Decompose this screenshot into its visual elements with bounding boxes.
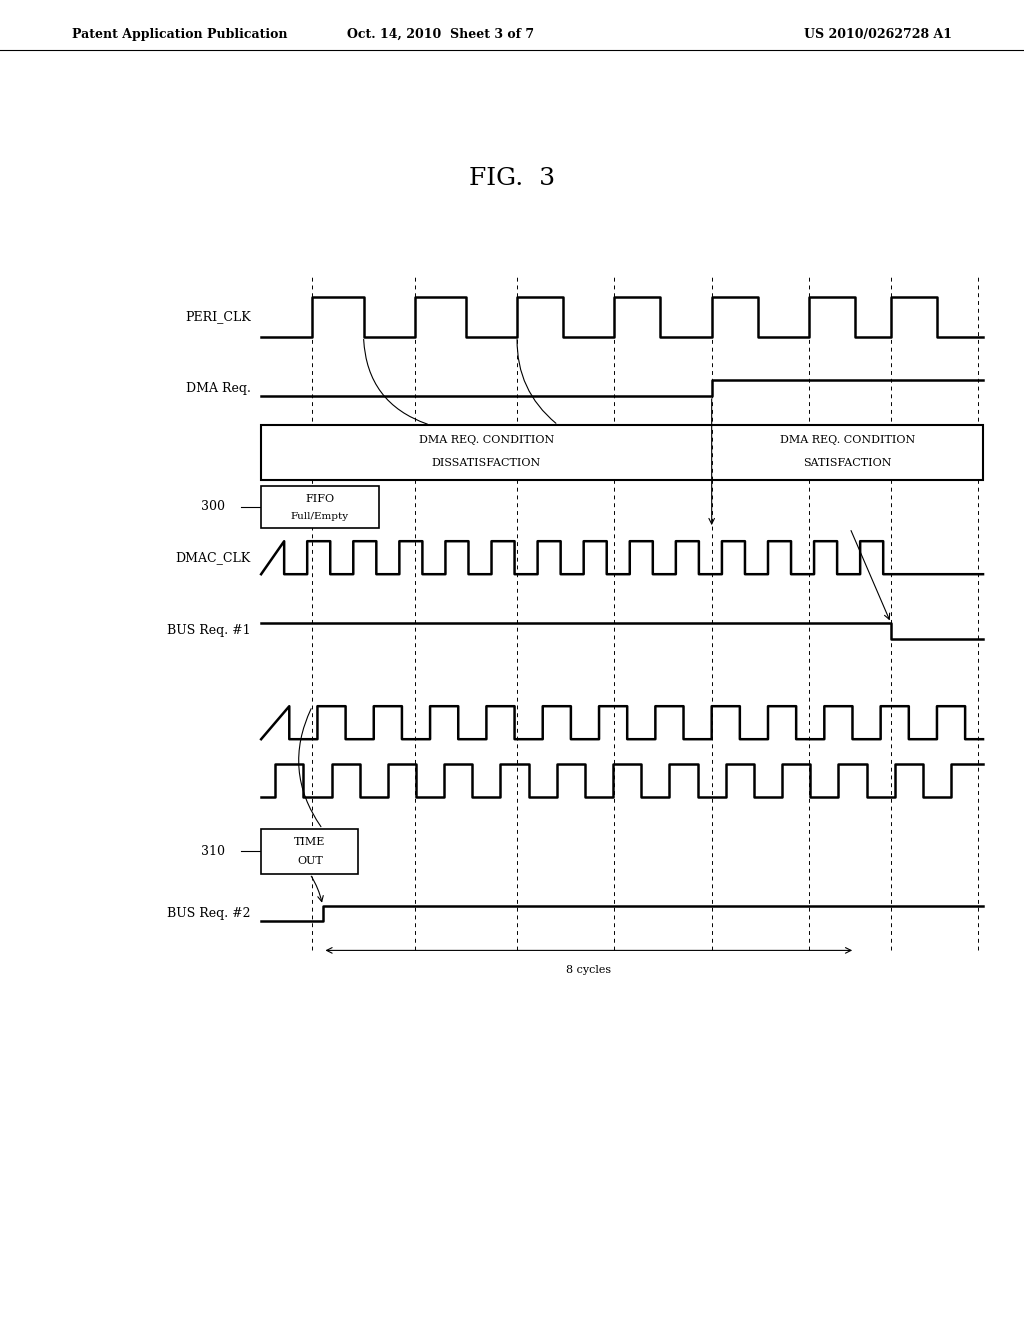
Text: DMA Req.: DMA Req. — [186, 381, 251, 395]
Text: 300: 300 — [202, 500, 225, 513]
Text: PERI_CLK: PERI_CLK — [185, 310, 251, 323]
Text: OUT: OUT — [297, 855, 323, 866]
Text: FIFO: FIFO — [305, 494, 335, 504]
Bar — [261, 425, 983, 480]
Text: BUS Req. #2: BUS Req. #2 — [167, 907, 251, 920]
Text: 8 cycles: 8 cycles — [566, 965, 611, 975]
Text: DMAC_CLK: DMAC_CLK — [176, 552, 251, 564]
Text: Oct. 14, 2010  Sheet 3 of 7: Oct. 14, 2010 Sheet 3 of 7 — [347, 28, 534, 41]
Bar — [261, 829, 358, 874]
Text: TIME: TIME — [294, 837, 326, 847]
Text: SATISFACTION: SATISFACTION — [803, 458, 892, 469]
Text: DMA REQ. CONDITION: DMA REQ. CONDITION — [419, 434, 554, 445]
Text: 310: 310 — [202, 845, 225, 858]
Text: Full/Empty: Full/Empty — [291, 512, 349, 520]
Text: FIG.  3: FIG. 3 — [469, 166, 555, 190]
Text: Patent Application Publication: Patent Application Publication — [72, 28, 287, 41]
Text: DMA REQ. CONDITION: DMA REQ. CONDITION — [779, 434, 915, 445]
Text: DISSATISFACTION: DISSATISFACTION — [432, 458, 541, 469]
Text: US 2010/0262728 A1: US 2010/0262728 A1 — [804, 28, 952, 41]
Text: BUS Req. #1: BUS Req. #1 — [167, 624, 251, 638]
Bar — [261, 486, 379, 528]
